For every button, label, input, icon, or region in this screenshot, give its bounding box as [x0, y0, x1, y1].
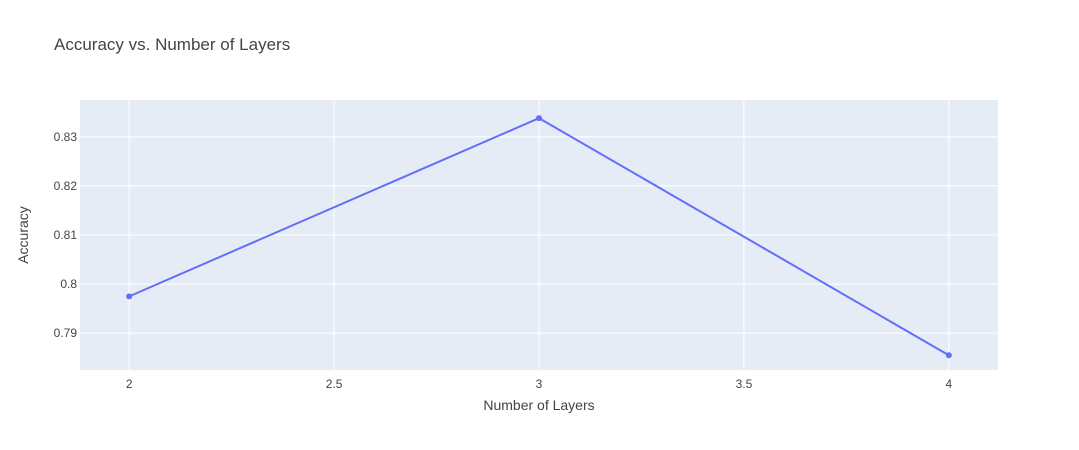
series-accuracy: [126, 115, 952, 359]
y-tick-label: 0.8: [60, 277, 77, 291]
x-tick-label: 3.5: [736, 377, 753, 391]
data-point: [536, 115, 542, 122]
grid-lines: [80, 100, 998, 370]
x-tick-label: 2: [126, 377, 133, 391]
x-tick-label: 3: [536, 377, 543, 391]
y-tick-label: 0.81: [54, 228, 78, 242]
y-axis-title: Accuracy: [15, 206, 31, 264]
y-tick-label: 0.82: [54, 179, 78, 193]
data-point: [126, 293, 133, 300]
tick-labels: 2 2.5 3 3.5 4 0.79 0.8 0.81 0.82 0.83: [54, 130, 953, 391]
x-tick-label: 4: [945, 377, 952, 391]
chart-title: Accuracy vs. Number of Layers: [54, 35, 290, 54]
data-point: [945, 352, 952, 359]
x-axis-title: Number of Layers: [483, 397, 594, 413]
y-tick-label: 0.79: [54, 326, 78, 340]
y-tick-label: 0.83: [54, 130, 78, 144]
x-tick-label: 2.5: [326, 377, 343, 391]
